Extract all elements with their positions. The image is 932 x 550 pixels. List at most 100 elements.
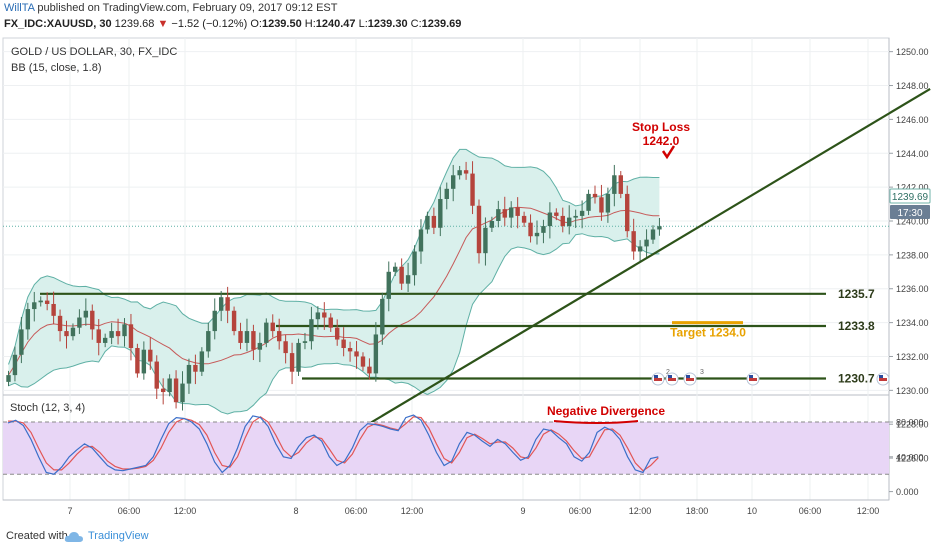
candle [405,275,411,284]
publish-line: WillTA published on TradingView.com, Feb… [4,2,337,14]
published-text: published on TradingView.com, February 0… [37,2,338,14]
time-tick-label: 7 [67,506,72,516]
candle [625,193,630,232]
last-price-badge: 1239.69 [889,188,931,204]
candle [334,327,340,340]
candle [534,232,540,237]
symbol-text: FX_IDC:XAUUSD, 30 [4,18,112,30]
candle [57,315,63,332]
candle [102,337,108,343]
candle [180,383,185,403]
candle [592,193,598,198]
chart-canvas[interactable]: 1235.7 1233.8 1230.7 Target 1234.0 Stop Lo… [0,36,932,522]
candle [380,298,385,335]
down-arrow-icon: ▼ [157,18,169,30]
level-label: 1230.7 [838,371,875,385]
ohlc-line: FX_IDC:XAUUSD, 30 1239.68 ▼ −1.52 (−0.12… [4,18,461,30]
price-tick-label: 1242.00 [896,183,929,193]
stoch-k-line [7,414,659,475]
candle [302,341,308,343]
candle [309,319,314,342]
bollinger-lower-line [8,233,660,415]
level-label: 1235.7 [838,287,875,301]
candle [360,356,366,367]
candle [19,329,24,355]
candle [212,310,217,332]
stoch-legend: Stoch (12, 3, 4) [10,402,85,414]
flag-icon[interactable] [876,372,890,386]
candle [289,353,295,372]
time-axis[interactable]: 7 06:00 12:00 8 06:00 12:00 9 06:00 12:00 18:00 10… [3,499,889,516]
stoch-band-fill [3,422,889,475]
candle [206,331,211,352]
time-tick-label: 9 [520,506,525,516]
flag-icon[interactable] [746,372,760,386]
candle [541,226,546,233]
candle [431,215,437,228]
bollinger-upper-line [8,148,660,365]
candle [567,217,572,227]
flag-icon[interactable] [665,372,679,386]
candle [115,331,121,337]
candle [463,170,469,174]
price-tick-label: 1230.00 [896,386,929,396]
economic-events[interactable]: 2 3 [651,369,890,386]
candle [173,378,179,403]
stoch-axis[interactable]: 0.000 40.000 80.000 [889,418,924,498]
candle [579,210,585,216]
trendline[interactable] [310,87,931,460]
candle [386,271,391,299]
candle [6,375,11,382]
price-axis[interactable]: 1226.00 1228.00 1230.00 1232.00 1234.00 1236.… [889,47,929,464]
candle [393,266,398,272]
candle [109,331,114,338]
candle [528,222,533,237]
candle [322,312,327,318]
tradingview-link[interactable]: TradingView [88,530,149,542]
time-tick-label: 12:00 [174,506,197,516]
time-tick-label: 06:00 [118,506,141,516]
candle [25,309,31,330]
price-tick-label: 1228.00 [896,420,929,430]
close-label: C: [410,18,422,30]
candle [12,354,18,376]
candle [586,193,591,211]
candle [257,342,263,350]
flag-icon[interactable] [683,372,697,386]
price-tick-label: 1248.00 [896,81,929,91]
event-count-badge: 3 [700,369,704,376]
candle [612,175,617,194]
level-label: 1233.8 [838,319,875,333]
bb-legend: BB (15, close, 1.8) [11,62,102,74]
candle [264,322,269,343]
candle [502,209,507,218]
price-tick-label: 1244.00 [896,149,929,159]
candle [199,351,205,372]
candle [128,324,134,349]
candle [347,348,353,352]
price-tick-label: 1246.00 [896,115,929,125]
flag-icon[interactable] [651,372,665,386]
candle [354,351,359,357]
open-label: O: [250,18,262,30]
candle [547,212,553,227]
price-tick-label: 1234.00 [896,318,929,328]
time-tick-label: 18:00 [686,506,709,516]
candle [315,312,321,320]
last-price-badge-text: 1239.69 [892,192,929,203]
candles [6,161,662,411]
candle [225,297,230,311]
target-label: Target 1234.0 [670,326,746,340]
candle [154,361,159,389]
candle [38,300,43,303]
divergence-label: Negative Divergence [547,404,665,418]
candle [631,231,636,252]
candle [412,251,417,276]
candle [644,239,649,247]
close-value: 1239.69 [421,18,462,30]
author-link[interactable]: WillTA [4,2,35,14]
candle [650,229,656,240]
candle [515,207,520,216]
divergence-line [553,420,639,424]
candle [457,170,462,176]
